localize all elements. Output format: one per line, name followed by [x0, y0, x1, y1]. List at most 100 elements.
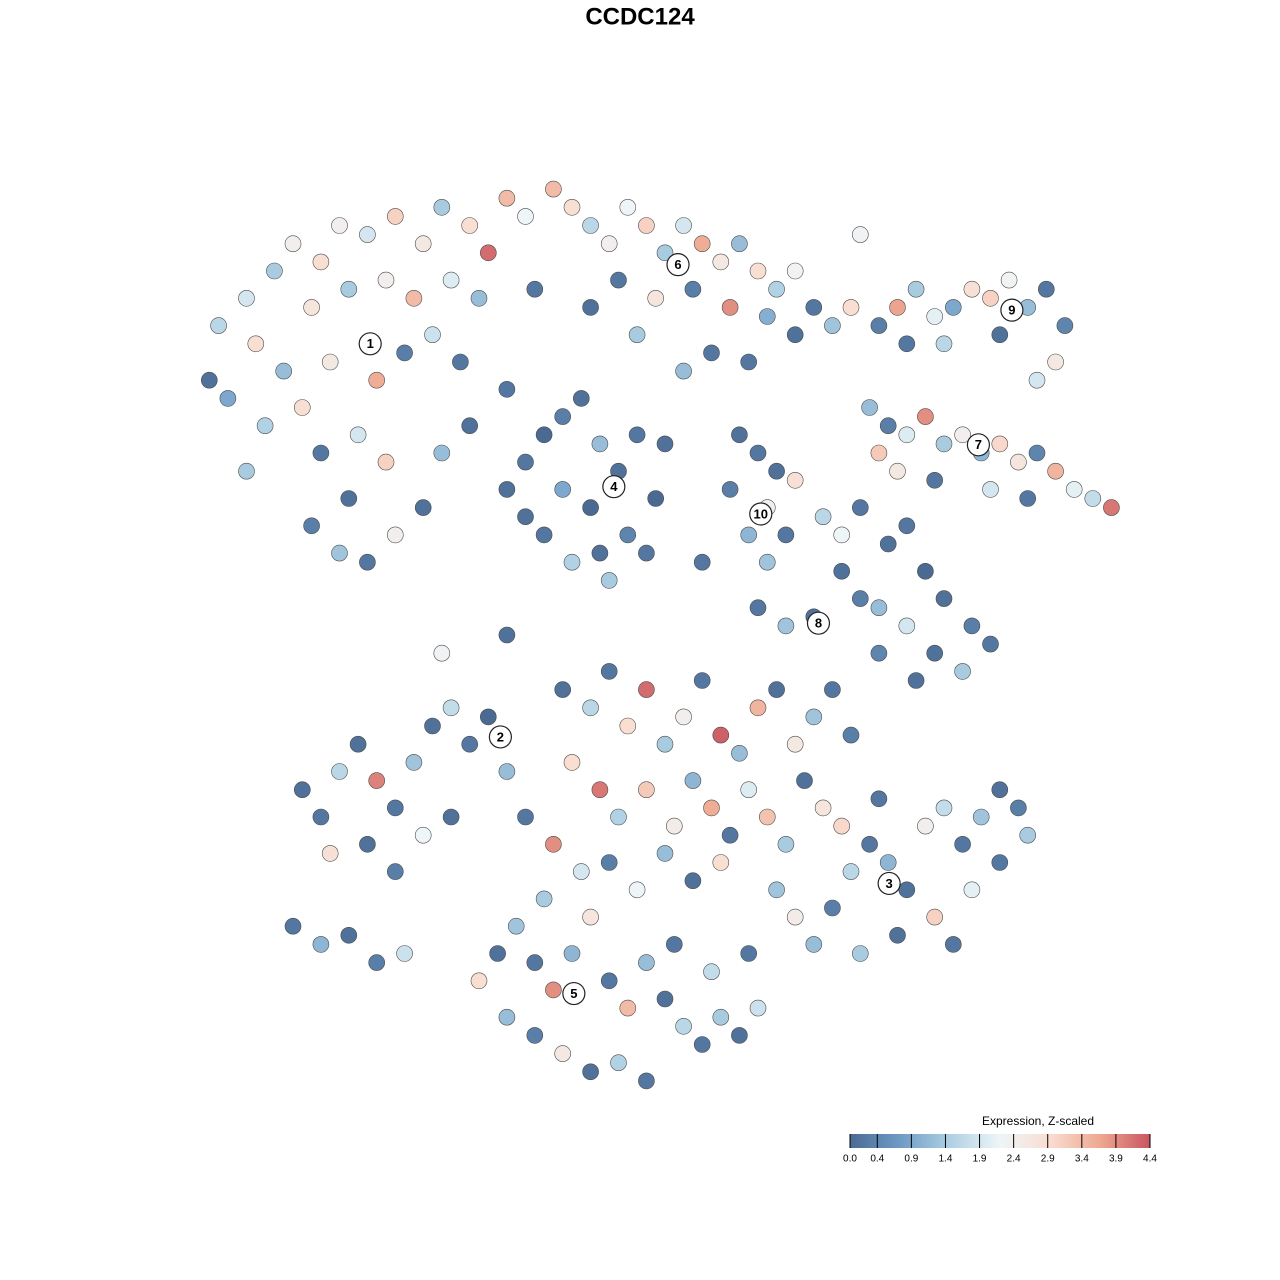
colorbar-title: Expression, Z-scaled — [982, 1114, 1094, 1128]
point — [591, 544, 609, 562]
point — [619, 999, 637, 1017]
point — [824, 681, 841, 698]
point — [740, 781, 758, 799]
point — [619, 199, 637, 216]
point — [777, 835, 795, 853]
point — [889, 299, 906, 316]
point — [572, 863, 590, 880]
point — [638, 1072, 655, 1090]
point — [926, 644, 944, 662]
point — [461, 417, 479, 435]
point — [1010, 799, 1027, 817]
point — [359, 835, 376, 853]
point — [665, 936, 683, 953]
point — [312, 808, 330, 826]
point — [786, 471, 804, 489]
point — [731, 235, 748, 252]
point — [321, 845, 339, 862]
colorbar-tick-label: 0.4 — [870, 1154, 884, 1165]
point — [963, 617, 981, 635]
point — [656, 845, 674, 862]
point — [628, 426, 646, 444]
point — [898, 335, 916, 353]
point — [284, 235, 302, 252]
point — [954, 835, 971, 853]
point — [377, 271, 395, 289]
point — [870, 444, 888, 462]
chart-title: CCDC124 — [585, 3, 695, 30]
point — [628, 881, 646, 899]
point — [303, 517, 320, 535]
colorbar-tick-label: 3.9 — [1109, 1154, 1123, 1165]
point — [461, 217, 479, 234]
point — [944, 936, 962, 953]
cluster-label: 10 — [754, 506, 768, 521]
point — [610, 808, 627, 826]
point — [535, 426, 553, 444]
point — [842, 299, 860, 316]
point — [693, 235, 711, 252]
point — [907, 672, 925, 689]
point — [340, 926, 358, 944]
point — [266, 262, 283, 280]
point — [368, 772, 386, 789]
point — [786, 735, 804, 753]
point — [535, 526, 553, 544]
point — [796, 772, 813, 789]
point — [331, 217, 348, 234]
point — [498, 189, 516, 207]
point — [572, 390, 590, 407]
cluster-marker — [877, 871, 901, 896]
point — [749, 699, 767, 717]
point — [554, 681, 572, 698]
point — [758, 553, 776, 571]
point — [461, 735, 479, 753]
point — [861, 835, 878, 853]
point — [600, 854, 618, 871]
point — [340, 280, 358, 298]
point — [991, 854, 1009, 871]
point — [386, 208, 404, 225]
point — [526, 954, 544, 971]
point — [1103, 499, 1120, 516]
point — [786, 326, 804, 344]
point — [256, 417, 274, 435]
point — [870, 644, 888, 662]
point — [982, 289, 999, 307]
point — [824, 317, 841, 334]
point — [433, 199, 451, 216]
point — [331, 544, 348, 562]
point — [619, 717, 637, 735]
point — [517, 208, 534, 225]
point — [851, 226, 869, 243]
point — [898, 881, 916, 899]
point — [396, 344, 413, 362]
cluster-marker — [358, 332, 382, 356]
point — [507, 917, 525, 935]
point — [628, 326, 646, 344]
point — [870, 317, 888, 334]
cluster-marker — [562, 981, 586, 1006]
point — [293, 781, 311, 799]
point — [638, 954, 655, 971]
point — [675, 362, 692, 380]
point — [498, 380, 516, 398]
point — [312, 253, 330, 271]
point — [1028, 371, 1046, 389]
point — [638, 681, 655, 698]
point — [1038, 280, 1055, 298]
cluster-label: 6 — [674, 257, 681, 272]
point — [879, 417, 897, 435]
point — [712, 854, 730, 871]
point — [424, 717, 441, 735]
point — [917, 562, 934, 580]
point — [554, 1045, 572, 1062]
point — [833, 562, 851, 580]
point — [731, 744, 748, 762]
point — [851, 590, 869, 607]
point — [331, 763, 348, 780]
point — [917, 817, 934, 835]
cluster-label: 5 — [570, 986, 577, 1001]
cluster-marker — [806, 611, 831, 635]
point — [991, 435, 1009, 453]
